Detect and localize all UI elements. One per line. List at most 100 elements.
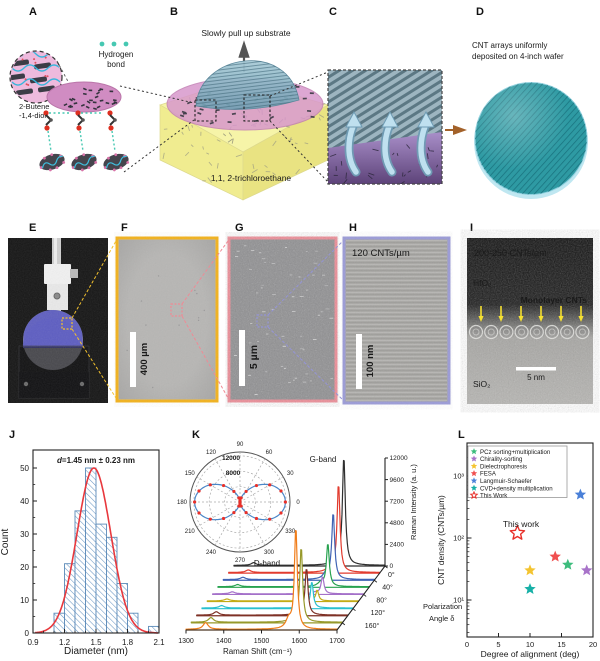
polar-r-label: 12000 bbox=[222, 455, 240, 462]
polar-r-label: 8000 bbox=[226, 470, 241, 477]
raman-spectrum-80deg bbox=[212, 576, 365, 596]
cnt-bundle-speck bbox=[248, 374, 251, 376]
cnt-speck bbox=[306, 109, 312, 113]
y-tick-label: 10³ bbox=[453, 472, 464, 481]
speck bbox=[194, 289, 196, 292]
cnt-bundle-speck bbox=[251, 250, 255, 252]
lift-arrow-head bbox=[345, 110, 363, 128]
oxygen-atom bbox=[44, 125, 50, 131]
cnt-bundle-speck bbox=[310, 380, 312, 382]
cnt-speck bbox=[113, 101, 118, 104]
x-axis-label: Raman Shift (cm⁻¹) bbox=[223, 647, 292, 656]
cnt-bundle-speck bbox=[260, 287, 263, 289]
polar-data-point bbox=[197, 511, 201, 515]
cnt-bundle-speck bbox=[299, 348, 304, 350]
panel-d-wafer: D CNT arrays uniformly deposited on 4-in… bbox=[472, 6, 588, 199]
cnt-speck bbox=[92, 101, 97, 104]
cnt-bundle-speck bbox=[294, 377, 298, 379]
polar-angle-label: 210 bbox=[185, 529, 196, 535]
cnt-speck bbox=[109, 90, 114, 93]
cnt-bundle-speck bbox=[250, 323, 253, 324]
sem-grain bbox=[231, 240, 334, 399]
cnt-bundle-speck bbox=[236, 250, 240, 252]
z-axis-label: Polarization bbox=[423, 602, 462, 611]
d-band-label: D-band bbox=[254, 559, 280, 568]
polymer-dot bbox=[114, 153, 118, 157]
y-tick-label: 0 bbox=[390, 563, 394, 570]
cnt-bundle-speck bbox=[298, 276, 301, 278]
panel-label-d: D bbox=[476, 6, 484, 18]
cnt-bundle-speck bbox=[234, 255, 239, 257]
cnt-speck bbox=[186, 101, 192, 105]
polar-angle-label: 180 bbox=[177, 500, 188, 506]
speck bbox=[157, 275, 160, 277]
x-tick-label: 5 bbox=[496, 640, 500, 649]
data-point-star bbox=[524, 583, 536, 594]
polymer-dot bbox=[62, 161, 66, 164]
cnt-rod bbox=[216, 163, 219, 169]
polymer-wave bbox=[11, 64, 61, 72]
polar-data-point bbox=[244, 510, 248, 515]
cnt-rod bbox=[187, 125, 190, 132]
cnt-rod bbox=[191, 124, 193, 128]
cnt-speck bbox=[231, 112, 237, 116]
z-tick-label: 80° bbox=[376, 596, 387, 604]
cnt-bundle-speck bbox=[261, 311, 266, 313]
hydrogen-bond-label: Hydrogen bbox=[99, 50, 134, 59]
hydrogen-bond-dot-icon bbox=[99, 41, 105, 47]
scale-bar bbox=[130, 332, 136, 387]
cnt-speck bbox=[269, 115, 275, 120]
y-tick-label: 4800 bbox=[390, 520, 405, 527]
oxygen-atom bbox=[107, 110, 113, 116]
cnt-rod bbox=[318, 117, 321, 121]
speck bbox=[203, 309, 205, 312]
cnt-bundle-speck bbox=[283, 367, 286, 369]
carbon-atom bbox=[49, 118, 53, 122]
wafer-shine bbox=[475, 82, 587, 195]
cnt-speck bbox=[63, 103, 68, 107]
polar-data-point bbox=[232, 510, 236, 515]
raman-spectrum-160deg bbox=[190, 549, 343, 624]
cnt-speck bbox=[111, 102, 116, 105]
y-tick-label: 7200 bbox=[390, 498, 405, 505]
cnt-rod bbox=[252, 163, 255, 170]
cnt-speck bbox=[227, 121, 232, 124]
polar-data-point bbox=[238, 499, 242, 503]
butenediol-molecules bbox=[43, 110, 117, 152]
oxygen-dot bbox=[33, 58, 36, 61]
purple-connector bbox=[267, 240, 344, 316]
speck bbox=[152, 386, 154, 389]
cnt-bundle-speck bbox=[289, 274, 293, 276]
legend-label: PCz sorting+multiplication bbox=[480, 449, 550, 456]
x-tick-label: 10 bbox=[526, 640, 534, 649]
z-tick-label: 40° bbox=[382, 584, 393, 592]
z-tick bbox=[374, 579, 378, 583]
cnt-speck bbox=[209, 121, 214, 125]
cnt-rod bbox=[231, 138, 234, 144]
cnt-speckles bbox=[233, 245, 334, 395]
oxygen-dot bbox=[44, 56, 47, 59]
y-tick-label: 10 bbox=[20, 596, 29, 605]
polar-spoke bbox=[239, 501, 284, 528]
cnt-bundle-speck bbox=[243, 245, 247, 247]
cnt-bundle-speck bbox=[272, 294, 276, 295]
polar-data-point bbox=[244, 489, 248, 494]
cnt-rod bbox=[345, 172, 347, 179]
cnt-bundle-speck bbox=[271, 262, 276, 264]
carbon-atom bbox=[81, 118, 85, 122]
cnt-bundle-speck bbox=[329, 317, 334, 319]
legend-marker-star-icon bbox=[469, 490, 479, 500]
cnt-rod bbox=[251, 169, 258, 174]
polar-data-point bbox=[238, 501, 242, 505]
cnt-bundle-speck bbox=[291, 311, 296, 312]
panel-l-benchmark: L 0 5 10 15 20 10¹ 10² 10³ Degree of alignment (… bbox=[436, 429, 597, 659]
cnt-rod bbox=[264, 164, 268, 168]
scale-bar-label: 400 µm bbox=[139, 343, 150, 375]
polar-data-point bbox=[254, 483, 259, 488]
oxygen-dot bbox=[46, 75, 49, 78]
polar-data-point bbox=[254, 516, 259, 521]
polymer-dot bbox=[55, 166, 59, 170]
panel-label-g: G bbox=[235, 222, 244, 234]
cnt-speck bbox=[67, 104, 72, 108]
